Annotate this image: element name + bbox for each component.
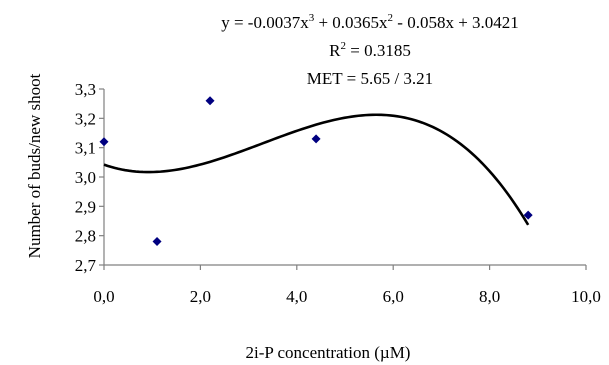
y-tick-labels: 2,7 2,8 2,9 3,0 3,1 3,2 3,3 bbox=[75, 80, 97, 275]
x-tick-labels: 0,0 2,0 4,0 6,0 8,0 10,0 bbox=[93, 287, 601, 306]
data-point bbox=[311, 134, 321, 144]
y-tick-label: 3,1 bbox=[75, 139, 96, 158]
y-tick-label: 3,2 bbox=[75, 109, 96, 128]
y-tick-label: 2,9 bbox=[75, 197, 96, 216]
met-label: MET = 5.65 / 3.21 bbox=[307, 69, 433, 88]
y-tick-label: 3,0 bbox=[75, 168, 96, 187]
trendline bbox=[103, 113, 530, 226]
y-tick-label: 2,8 bbox=[75, 227, 96, 246]
x-tick-label: 0,0 bbox=[93, 287, 114, 306]
data-point bbox=[205, 96, 215, 106]
x-axis-title: 2i-P concentration (µM) bbox=[246, 343, 411, 362]
y-tick-label: 3,3 bbox=[75, 80, 96, 99]
x-tick-label: 2,0 bbox=[190, 287, 211, 306]
y-tick-label: 2,7 bbox=[75, 256, 97, 275]
axes bbox=[99, 88, 587, 270]
trendline-curve bbox=[103, 113, 530, 226]
data-point bbox=[152, 237, 162, 247]
x-tick-label: 10,0 bbox=[571, 287, 601, 306]
y-axis-title: Number of buds/new shoot bbox=[25, 73, 44, 258]
x-tick-label: 8,0 bbox=[479, 287, 500, 306]
data-points bbox=[99, 96, 533, 247]
trendline-equation: y = -0.0037x3 + 0.0365x2 - 0.058x + 3.04… bbox=[221, 12, 519, 32]
x-tick-label: 6,0 bbox=[383, 287, 404, 306]
data-point bbox=[523, 210, 533, 220]
data-point bbox=[99, 137, 109, 147]
r-squared-label: R2 = 0.3185 bbox=[329, 40, 411, 60]
x-tick-label: 4,0 bbox=[286, 287, 307, 306]
